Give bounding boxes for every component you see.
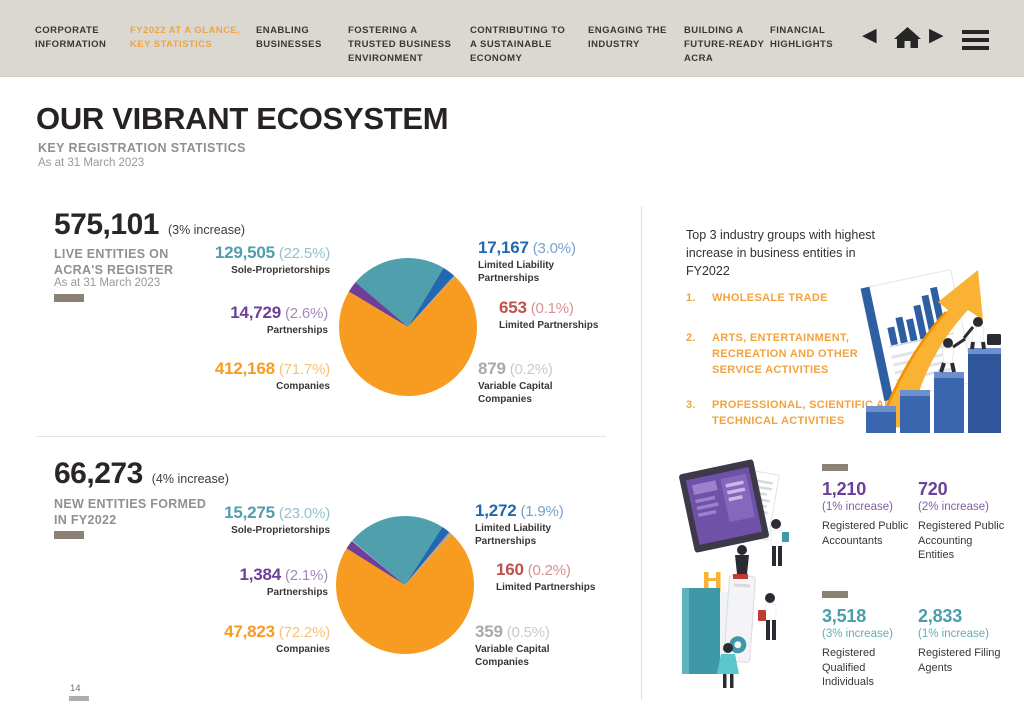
stat-tag-bar <box>822 591 848 598</box>
climbing-person-figure <box>939 337 966 373</box>
man-with-book-figure <box>758 593 777 640</box>
pie-slice-comp <box>336 533 475 655</box>
new-entities-total: 66,273 <box>54 457 143 490</box>
new-entities-headline: 66,273 (4% increase) <box>54 457 229 491</box>
slice-stat-vcc-chart2: 359 (0.5%) Variable Capital Companies <box>475 622 550 668</box>
professional-stat-card-3: 3,518 (3% increase) Registered Qualified I… <box>822 591 914 690</box>
page-number: 14 <box>70 683 81 694</box>
nav-item-2[interactable]: FY2022 AT A GLANCE, KEY STATISTICS <box>130 25 241 50</box>
slice-stat-lp-chart2: 160 (0.2%) Limited Partnerships <box>496 560 596 593</box>
pie-slice-lp <box>405 531 450 585</box>
section-tag-bar <box>54 531 84 539</box>
professional-stat-card-2: 720 (2% increase) Registered Public Accoun… <box>918 479 1005 562</box>
top-industries-section: Top 3 industry groups with highest incre… <box>686 226 936 427</box>
pie-slice-comp <box>339 276 478 397</box>
page-subtitle: KEY REGISTRATION STATISTICS <box>38 141 246 155</box>
back-icon[interactable]: ◀ <box>862 25 877 46</box>
stat-tag-bar <box>822 464 848 471</box>
industry-item-1: 1. WHOLESALE TRADE <box>686 292 828 304</box>
industry-item-2: 2. ARTS, ENTERTAINMENT, RECREATION AND OT… <box>686 332 858 376</box>
forward-icon[interactable]: ▶ <box>929 25 944 46</box>
live-entities-pie-chart <box>339 258 478 397</box>
growth-climb-illustration <box>860 269 1001 433</box>
professional-stat-card-1: 1,210 (1% increase) Registered Public Acco… <box>822 464 914 548</box>
nav-item-3[interactable]: ENABLING BUSINESSES <box>256 25 322 50</box>
section-divider <box>36 436 606 437</box>
slice-stat-comp-chart2: 47,823 (72.2%) Companies <box>224 622 330 655</box>
pie-slice-sole <box>352 515 443 585</box>
slice-stat-lp-chart1: 653 (0.1%) Limited Partnerships <box>499 298 599 331</box>
new-entities-increase-note: (4% increase) <box>151 472 229 486</box>
page-as-at-date: As at 31 March 2023 <box>38 157 145 169</box>
section-tag-bar <box>54 294 84 302</box>
climbing-out-person-figure <box>733 545 749 579</box>
industry-item-3: 3. PROFESSIONAL, SCIENTIFIC AND TECHNICAL… <box>686 399 901 427</box>
top-industries-intro: Top 3 industry groups with highest incre… <box>686 228 875 279</box>
new-entities-pie-chart <box>336 515 475 655</box>
page-title: OUR VIBRANT ECOSYSTEM <box>36 101 449 136</box>
live-entities-total: 575,101 <box>54 208 159 241</box>
live-entities-title: LIVE ENTITIES ON ACRA'S REGISTER <box>54 247 174 277</box>
column-divider <box>641 206 642 700</box>
nav-item-8[interactable]: FINANCIAL HIGHLIGHTS <box>770 25 834 50</box>
slice-stat-sole-chart1: 129,505 (22.5%) Sole-Proprietorships <box>214 243 330 276</box>
nav-item-4[interactable]: FOSTERING A TRUSTED BUSINESS ENVIRONMENT <box>348 25 452 64</box>
live-entities-increase-note: (3% increase) <box>167 223 246 237</box>
registers-illustration <box>679 459 789 688</box>
nav-item-1[interactable]: CORPORATE INFORMATION <box>35 25 107 50</box>
slice-stat-sole-chart2: 15,275 (23.0%) Sole-Proprietorships <box>224 503 330 536</box>
slice-stat-llp-chart2: 1,272 (1.9%) Limited Liability Partnershi… <box>475 501 564 547</box>
pie-slice-sole <box>355 258 444 327</box>
slice-stat-part-chart1: 14,729 (2.6%) Partnerships <box>230 303 328 336</box>
nav-item-7[interactable]: BUILDING A FUTURE-READY ACRA <box>684 25 765 64</box>
woman-figure <box>717 643 739 688</box>
new-entities-title: NEW ENTITIES FORMED IN FY2022 <box>54 497 207 527</box>
nav-item-6[interactable]: ENGAGING THE INDUSTRY <box>588 25 667 50</box>
menu-icon[interactable] <box>962 30 989 54</box>
helping-person-figure <box>962 317 1001 350</box>
home-icon[interactable] <box>894 26 921 50</box>
slice-stat-comp-chart1: 412,168 (71.7%) Companies <box>214 359 330 392</box>
nav-item-5[interactable]: CONTRIBUTING TO A SUSTAINABLE ECONOMY <box>470 25 566 64</box>
slice-stat-llp-chart1: 17,167 (3.0%) Limited Liability Partnersh… <box>478 238 576 284</box>
top-navigation-bar: CORPORATE INFORMATION FY2022 AT A GLANCE,… <box>0 0 1024 77</box>
professional-stat-card-4: 2,833 (1% increase) Registered Filing Agen… <box>918 606 1001 674</box>
pie-slice-lp <box>408 275 455 327</box>
standing-man-figure <box>770 519 789 566</box>
page-number-bar <box>69 696 89 701</box>
pie-slice-llp <box>405 527 450 585</box>
live-entities-headline: 575,101 (3% increase) <box>54 208 245 242</box>
slice-stat-vcc-chart1: 879 (0.2%) Variable Capital Companies <box>478 359 553 405</box>
pie-slice-part <box>348 282 408 327</box>
pie-slice-vcc <box>405 532 452 585</box>
pie-slice-part <box>346 540 405 585</box>
live-entities-as-at: As at 31 March 2023 <box>54 277 161 289</box>
slice-stat-part-chart2: 1,384 (2.1%) Partnerships <box>239 565 329 598</box>
pie-slice-vcc <box>408 275 455 327</box>
pie-slice-llp <box>408 267 454 327</box>
